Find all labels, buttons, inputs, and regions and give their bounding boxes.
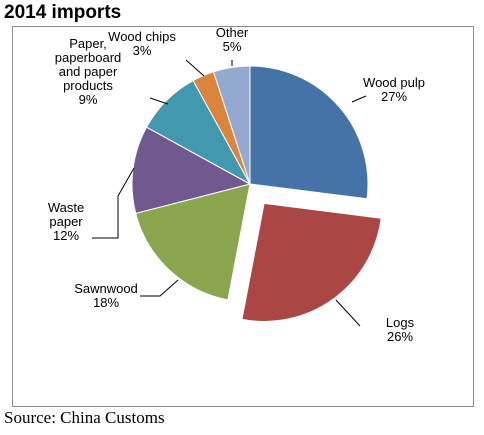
chart-title: 2014 imports — [4, 2, 122, 23]
pie-slice — [135, 183, 251, 301]
slice-label: Wood chips 3% — [108, 29, 176, 58]
leader-line — [149, 97, 169, 105]
pie-slice — [241, 202, 382, 322]
slice-label: Paper, paperboard and paper products 9% — [55, 36, 122, 107]
slice-label: Other 5% — [216, 25, 249, 54]
slice-label: Waste paper 12% — [48, 200, 84, 243]
leader-line — [185, 59, 205, 77]
pie-slice — [212, 65, 251, 185]
leader-line — [335, 299, 361, 327]
leader-line — [92, 167, 135, 239]
leader-line — [140, 279, 179, 297]
source-note: Source: China Customs — [4, 408, 165, 427]
slice-label: Sawnwood 18% — [74, 281, 138, 310]
pie-slice — [249, 65, 369, 200]
leader-line — [351, 95, 367, 103]
slice-label: Logs 26% — [386, 315, 415, 344]
slice-label: Wood pulp 27% — [363, 75, 425, 104]
